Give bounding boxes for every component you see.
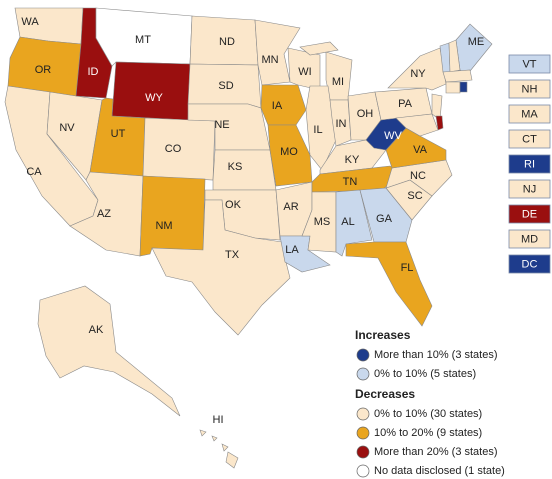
legend-label: 10% to 20% (9 states): [374, 427, 482, 439]
state: [359, 187, 413, 243]
state: [435, 115, 444, 131]
legend-swatch: [356, 348, 370, 362]
side-box: [508, 79, 551, 99]
state-label: NM: [155, 220, 172, 232]
state-label: IN: [336, 118, 347, 130]
state-label: NV: [59, 122, 75, 134]
state-label: MI: [332, 76, 344, 88]
state-label: UT: [111, 128, 126, 140]
state-label: MO: [280, 146, 298, 158]
state-label: KS: [228, 161, 243, 173]
state-label: ID: [88, 66, 99, 78]
state-label: GA: [376, 213, 393, 225]
state-label: OH: [357, 108, 374, 120]
state-label: AL: [341, 216, 354, 228]
state-label: MT: [135, 34, 151, 46]
legend-label: 0% to 10% (5 states): [374, 368, 476, 380]
state-label: HI: [213, 414, 224, 426]
state-label: AZ: [97, 208, 111, 220]
state: [212, 149, 277, 191]
state-label: WV: [384, 130, 402, 142]
state-label: WA: [21, 16, 39, 28]
legend-title: Decreases: [355, 387, 415, 401]
legend-label: More than 20% (3 states): [374, 446, 498, 458]
state-label: NC: [410, 170, 426, 182]
side-box: [508, 179, 551, 199]
state: [329, 99, 352, 147]
side-box-label: NJ: [523, 183, 536, 195]
legend-title: Increases: [355, 328, 411, 342]
state-label: FL: [401, 262, 414, 274]
state-label: IA: [272, 100, 283, 112]
side-box: [508, 129, 551, 149]
side-box-label: DE: [522, 208, 537, 220]
state-label: OK: [225, 199, 242, 211]
state: [459, 81, 468, 93]
state-label: MN: [261, 54, 278, 66]
side-box: [508, 104, 551, 124]
legend-label: No data disclosed (1 state): [374, 465, 505, 477]
state-label: OR: [35, 64, 52, 76]
state: [445, 81, 461, 94]
state: [37, 285, 181, 417]
side-box-label: MA: [521, 108, 538, 120]
state: [442, 69, 473, 83]
legend-label: 0% to 10% (30 states): [374, 408, 482, 420]
state-label: KY: [345, 154, 360, 166]
state-label: WY: [145, 92, 163, 104]
legend-swatch: [356, 426, 370, 440]
legend-swatch: [356, 445, 370, 459]
state-label: SD: [218, 80, 233, 92]
state: [139, 175, 206, 257]
state: [345, 241, 433, 327]
side-box: [508, 54, 551, 74]
side-box: [508, 254, 551, 274]
side-box: [508, 204, 551, 224]
side-box-label: DC: [522, 258, 538, 270]
state-label: AK: [89, 324, 104, 336]
state: [199, 429, 239, 469]
state-label: TN: [343, 176, 358, 188]
state-label: TX: [225, 249, 240, 261]
legend-swatch: [356, 464, 370, 478]
state-label: WI: [298, 66, 311, 78]
state: [151, 199, 291, 336]
state-label: ME: [468, 36, 485, 48]
legend-label: More than 10% (3 states): [374, 349, 498, 361]
state-label: CA: [26, 166, 42, 178]
side-box-label: RI: [524, 158, 535, 170]
state-label: VA: [413, 144, 428, 156]
state-label: SC: [407, 190, 422, 202]
state-label: ND: [219, 36, 235, 48]
state: [260, 84, 307, 126]
legend-swatch: [356, 407, 370, 421]
state: [395, 113, 439, 137]
state-label: IL: [313, 124, 322, 136]
side-box-label: CT: [522, 133, 537, 145]
side-box: [508, 229, 551, 249]
state: [455, 23, 493, 77]
side-box-label: NH: [522, 83, 538, 95]
state-label: MS: [314, 216, 331, 228]
legend-swatch: [356, 367, 370, 381]
side-box: [508, 154, 551, 174]
state-label: LA: [285, 244, 299, 256]
state-label: PA: [398, 98, 413, 110]
state-label: NY: [410, 68, 426, 80]
state-label: NE: [214, 119, 229, 131]
side-box-label: VT: [522, 58, 536, 70]
side-box-label: MD: [521, 233, 538, 245]
state: [448, 39, 461, 73]
state-label: AR: [283, 201, 298, 213]
state-label: CO: [165, 143, 182, 155]
